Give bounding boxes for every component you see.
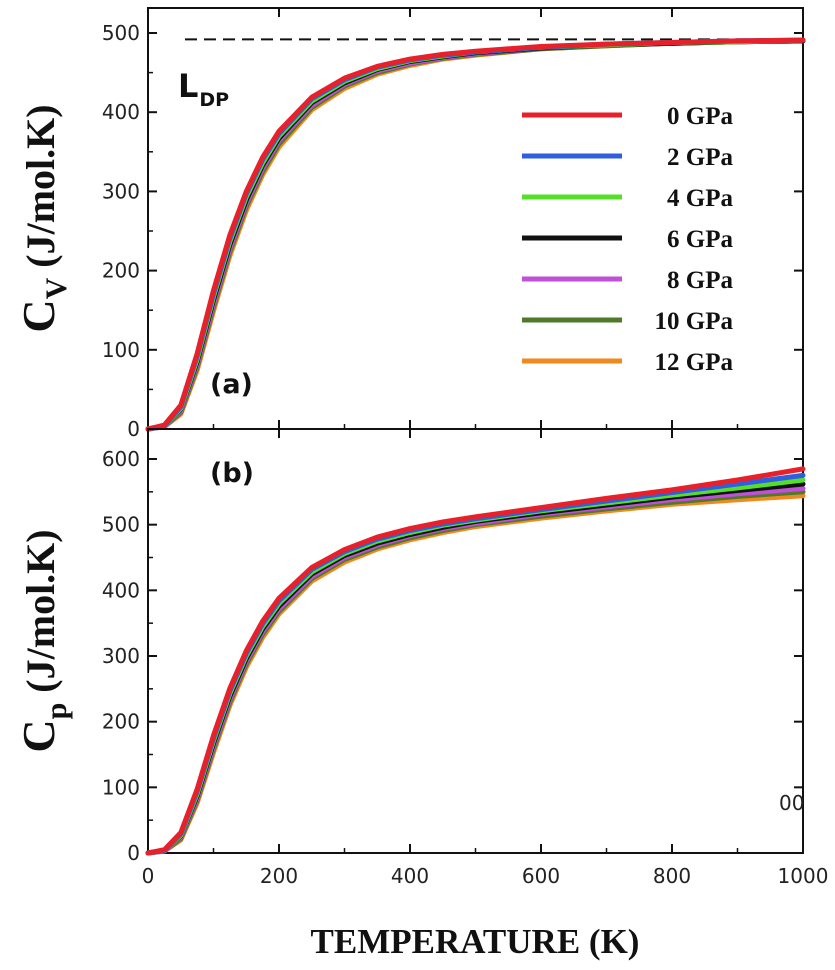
x-tick-label: 200: [260, 864, 298, 888]
x-tick-label: 800: [653, 864, 691, 888]
legend-label: 12 GPa: [655, 349, 734, 376]
y-tick-label-a: 0: [127, 417, 140, 441]
y-tick-label-b: 600: [102, 447, 140, 471]
y-tick-label-b: 500: [102, 513, 140, 537]
legend-label: 2 GPa: [667, 144, 733, 171]
panel-b-cp: 0 100 200 300 400 500 600 (b) Cp (J/mol.K) 00: [13, 428, 806, 865]
y-tick-label-a: 400: [102, 100, 140, 124]
y-tick-label-b: 200: [102, 710, 140, 734]
x-tick-label: 0: [142, 864, 155, 888]
ldp-label: LDP: [178, 67, 229, 111]
series-line-b-0-gpa: [145, 466, 806, 856]
y-axis-title-a: CV (J/mol.K): [13, 104, 73, 332]
y-tick-label-b: 100: [102, 775, 140, 799]
y-tick-label-a: 200: [102, 259, 140, 283]
legend-label: 8 GPa: [667, 267, 733, 294]
series-line-a-0-gpa: [145, 37, 806, 432]
legend-label: 10 GPa: [655, 308, 734, 335]
y-tick-label-b: 400: [102, 578, 140, 602]
y-axis-title-b: Cp (J/mol.K): [13, 529, 73, 752]
y-tick-label-a: 500: [102, 21, 140, 45]
y-tick-label-b: 0: [127, 841, 140, 865]
x-tick-label: 400: [391, 864, 429, 888]
legend-label: 6 GPa: [667, 226, 733, 253]
x-tick-label: 600: [522, 864, 560, 888]
panel-a-cv: 0 100 200 300 400 500 LDP (a) CV (J/mol.K) 0 GPa 2…: [13, 7, 806, 441]
legend: 0 GPa 2 GPa 4 GPa 6 GPa 8 GPa 10 GPa 12 GPa: [522, 103, 733, 376]
corner-mark: 00: [779, 791, 804, 815]
y-tick-label-a: 300: [102, 179, 140, 203]
x-axis-title: TEMPERATURE (K): [311, 922, 640, 961]
y-tick-label-a: 100: [102, 338, 140, 362]
x-tick-label: 1000: [778, 864, 829, 888]
panel-label-a: (a): [210, 369, 253, 400]
legend-label: 0 GPa: [667, 103, 733, 130]
y-tick-label-b: 300: [102, 644, 140, 668]
panel-label-b: (b): [210, 458, 254, 489]
legend-label: 4 GPa: [667, 185, 733, 212]
